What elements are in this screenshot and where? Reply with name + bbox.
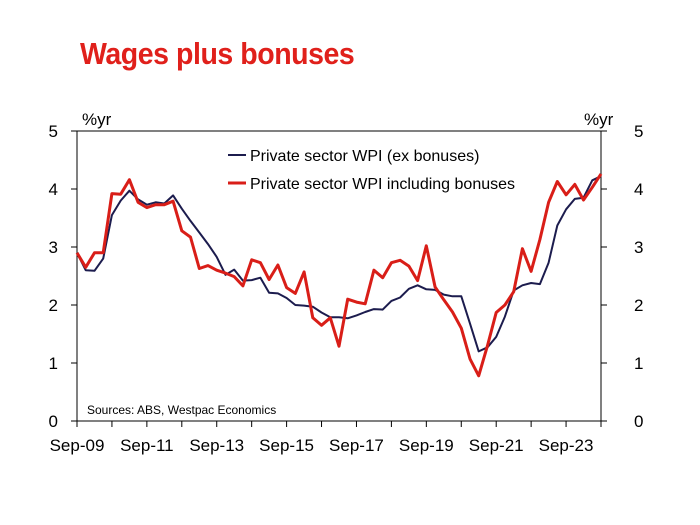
x-tick-label: Sep-23 [539, 436, 594, 455]
x-tick-label: Sep-19 [399, 436, 454, 455]
y-tick-label-left: 4 [49, 180, 58, 199]
y-tick-label-right: 5 [634, 122, 643, 141]
x-tick-label: Sep-15 [259, 436, 314, 455]
y-tick-label-right: 0 [634, 412, 643, 431]
y-tick-label-right: 2 [634, 296, 643, 315]
y-tick-label-left: 2 [49, 296, 58, 315]
x-tick-label: Sep-21 [469, 436, 524, 455]
source-note: Sources: ABS, Westpac Economics [87, 403, 276, 417]
x-tick-label: Sep-17 [329, 436, 384, 455]
legend: Private sector WPI (ex bonuses) Private s… [228, 148, 515, 193]
y-tick-label-left: 1 [49, 354, 58, 373]
y-axis-unit-left: %yr [82, 110, 112, 129]
y-axis-unit-right: %yr [584, 110, 614, 129]
x-tick-label: Sep-11 [120, 436, 174, 455]
plot-frame [76, 130, 602, 422]
x-tick-label: Sep-09 [50, 436, 105, 455]
series-lines [75, 173, 603, 378]
y-tick-label-left: 3 [49, 238, 58, 257]
legend-label: Private sector WPI (ex bonuses) [250, 148, 479, 165]
axes: 0 0 1 1 2 2 3 3 4 4 5 5 Sep-09 Sep-11 Sep-13 Sep-15 Sep-… [49, 122, 644, 455]
y-tick-label-right: 4 [634, 180, 643, 199]
series-line-incl-bonuses [75, 173, 603, 378]
chart-title: Wages plus bonuses [80, 36, 355, 71]
legend-label: Private sector WPI including bonuses [250, 176, 515, 193]
y-tick-label-right: 1 [634, 354, 643, 373]
x-tick-label: Sep-13 [189, 436, 244, 455]
y-tick-label-left: 0 [49, 412, 58, 431]
series-line-ex-bonuses [76, 175, 602, 353]
y-tick-label-right: 3 [634, 238, 643, 257]
y-tick-label-left: 5 [49, 122, 58, 141]
